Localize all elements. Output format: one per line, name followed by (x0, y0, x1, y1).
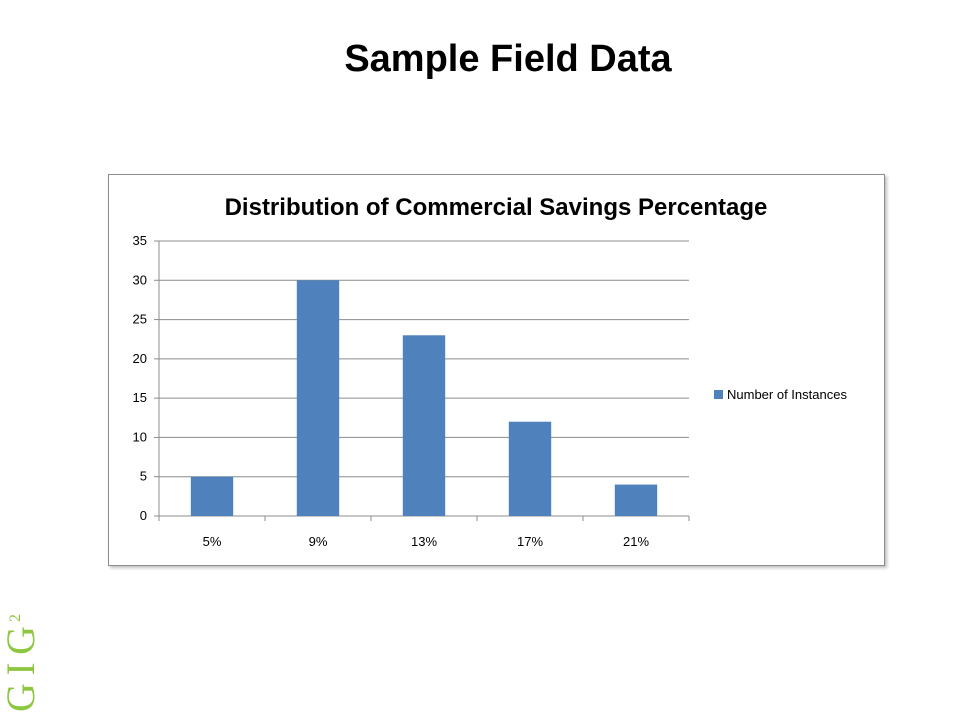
bar-21pct (614, 484, 658, 516)
y-tick-label-30: 30 (133, 272, 147, 287)
y-tick-label-15: 15 (133, 390, 147, 405)
gig2-logo: GIG 2 (4, 614, 43, 712)
y-tick-label-35: 35 (133, 233, 147, 248)
bar-13pct (402, 335, 446, 516)
bar-5pct (190, 476, 234, 516)
logo-superscript: 2 (7, 614, 24, 622)
x-tick-label-5pct: 5% (203, 534, 222, 549)
x-tick-label-21pct: 21% (623, 534, 649, 549)
legend-swatch (714, 390, 723, 399)
y-tick-label-10: 10 (133, 429, 147, 444)
y-tick-label-25: 25 (133, 312, 147, 327)
bar-9pct (296, 280, 340, 516)
x-tick-label-17pct: 17% (517, 534, 543, 549)
x-tick-label-9pct: 9% (309, 534, 328, 549)
y-tick-label-0: 0 (140, 508, 147, 523)
y-tick-label-5: 5 (140, 469, 147, 484)
tick-labels: 0 5 10 15 20 25 30 35 5% 9% 13% 17% 21% (133, 233, 650, 549)
chart-frame: Distribution of Commercial Savings Perce… (108, 174, 885, 566)
chart-title: Distribution of Commercial Savings Perce… (225, 194, 768, 221)
legend: Number of Instances (714, 387, 847, 402)
logo-text: GIG (4, 626, 43, 712)
y-tick-label-20: 20 (133, 351, 147, 366)
bars (190, 280, 658, 516)
distribution-chart: Distribution of Commercial Savings Perce… (133, 194, 848, 549)
bar-17pct (508, 421, 552, 516)
legend-label-number-of-instances: Number of Instances (727, 387, 847, 402)
slide-title: Sample Field Data (344, 38, 672, 80)
x-tick-label-13pct: 13% (411, 534, 437, 549)
